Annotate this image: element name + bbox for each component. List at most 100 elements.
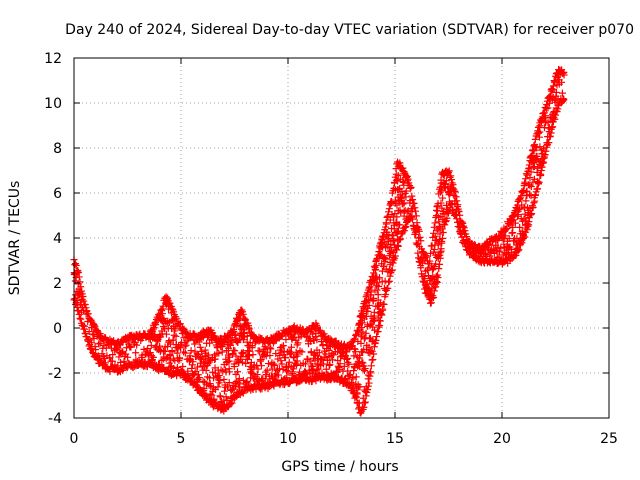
- data-point: [415, 227, 423, 235]
- data-point: [515, 246, 523, 254]
- data-point: [423, 253, 431, 261]
- data-point: [375, 282, 383, 290]
- data-point: [529, 203, 537, 211]
- data-point: [527, 183, 535, 191]
- data-point: [450, 187, 458, 195]
- data-point: [374, 291, 382, 299]
- data-point: [89, 330, 97, 338]
- data-point: [231, 331, 239, 339]
- data-point: [560, 95, 568, 103]
- data-point: [416, 233, 424, 241]
- data-point: [234, 368, 242, 376]
- data-point: [90, 321, 98, 329]
- data-point: [243, 356, 251, 364]
- data-point: [560, 71, 568, 79]
- data-point: [208, 391, 216, 399]
- data-point: [372, 266, 380, 274]
- data-point: [411, 204, 419, 212]
- data-point: [399, 228, 407, 236]
- chart-title: Day 240 of 2024, Sidereal Day-to-day VTE…: [65, 22, 634, 38]
- data-point: [447, 172, 455, 180]
- data-point: [77, 315, 85, 323]
- data-point: [187, 347, 195, 355]
- data-point: [456, 211, 464, 219]
- data-point: [179, 363, 187, 371]
- data-point: [511, 219, 519, 227]
- data-point: [458, 218, 466, 226]
- data-point: [162, 330, 170, 338]
- data-point: [313, 321, 321, 329]
- data-point: [542, 147, 550, 155]
- data-point: [433, 203, 441, 211]
- data-point: [200, 384, 208, 392]
- data-point: [326, 361, 334, 369]
- data-point: [451, 188, 459, 196]
- data-point: [358, 324, 366, 332]
- data-point: [376, 317, 384, 325]
- data-point: [184, 372, 192, 380]
- data-point: [182, 341, 190, 349]
- data-point: [146, 349, 154, 357]
- data-point: [91, 322, 99, 330]
- data-point: [386, 216, 394, 224]
- data-point: [77, 283, 85, 291]
- data-point: [270, 360, 278, 368]
- y-tick-label: 10: [44, 96, 62, 112]
- data-point: [267, 345, 275, 353]
- data-point: [266, 344, 274, 352]
- data-point: [391, 252, 399, 260]
- data-point: [431, 232, 439, 240]
- data-point: [394, 172, 402, 180]
- data-point: [231, 347, 239, 355]
- axis-ticks: 0 5 10 15 20 25 -4 -2 0 2 4 6 8 10 12: [44, 51, 618, 447]
- data-point: [382, 255, 390, 263]
- data-point: [423, 280, 431, 288]
- data-point: [438, 237, 446, 245]
- data-point: [374, 302, 382, 310]
- data-point: [80, 322, 88, 330]
- data-point: [434, 200, 442, 208]
- data-point: [220, 387, 228, 395]
- data-point: [266, 352, 274, 360]
- data-point: [445, 167, 453, 175]
- data-point: [393, 201, 401, 209]
- data-point: [548, 123, 556, 131]
- data-point: [512, 251, 520, 259]
- y-tick-label: 6: [53, 186, 62, 202]
- data-point: [344, 359, 352, 367]
- data-point: [188, 364, 196, 372]
- data-point: [147, 341, 155, 349]
- data-point: [521, 180, 529, 188]
- data-point: [211, 355, 219, 363]
- data-point: [522, 175, 530, 183]
- data-point: [393, 213, 401, 221]
- data-point: [186, 352, 194, 360]
- data-point: [319, 342, 327, 350]
- data-point: [373, 279, 381, 287]
- data-point: [172, 332, 180, 340]
- data-point: [385, 205, 393, 213]
- data-point: [534, 185, 542, 193]
- data-point: [277, 357, 285, 365]
- data-point: [370, 312, 378, 320]
- data-point: [261, 375, 269, 383]
- data-point: [516, 195, 524, 203]
- data-point: [406, 184, 414, 192]
- data-point: [374, 328, 382, 336]
- data-point: [493, 247, 501, 255]
- data-point: [75, 273, 83, 281]
- data-point: [365, 301, 373, 309]
- data-point: [521, 233, 529, 241]
- data-point: [375, 302, 383, 310]
- data-point: [162, 354, 170, 362]
- data-point: [388, 266, 396, 274]
- data-point: [526, 173, 534, 181]
- data-point: [453, 197, 461, 205]
- data-point: [302, 333, 310, 341]
- data-point: [84, 310, 92, 318]
- data-point: [355, 361, 363, 369]
- data-point: [439, 234, 447, 242]
- data-point: [315, 349, 323, 357]
- data-point: [111, 361, 119, 369]
